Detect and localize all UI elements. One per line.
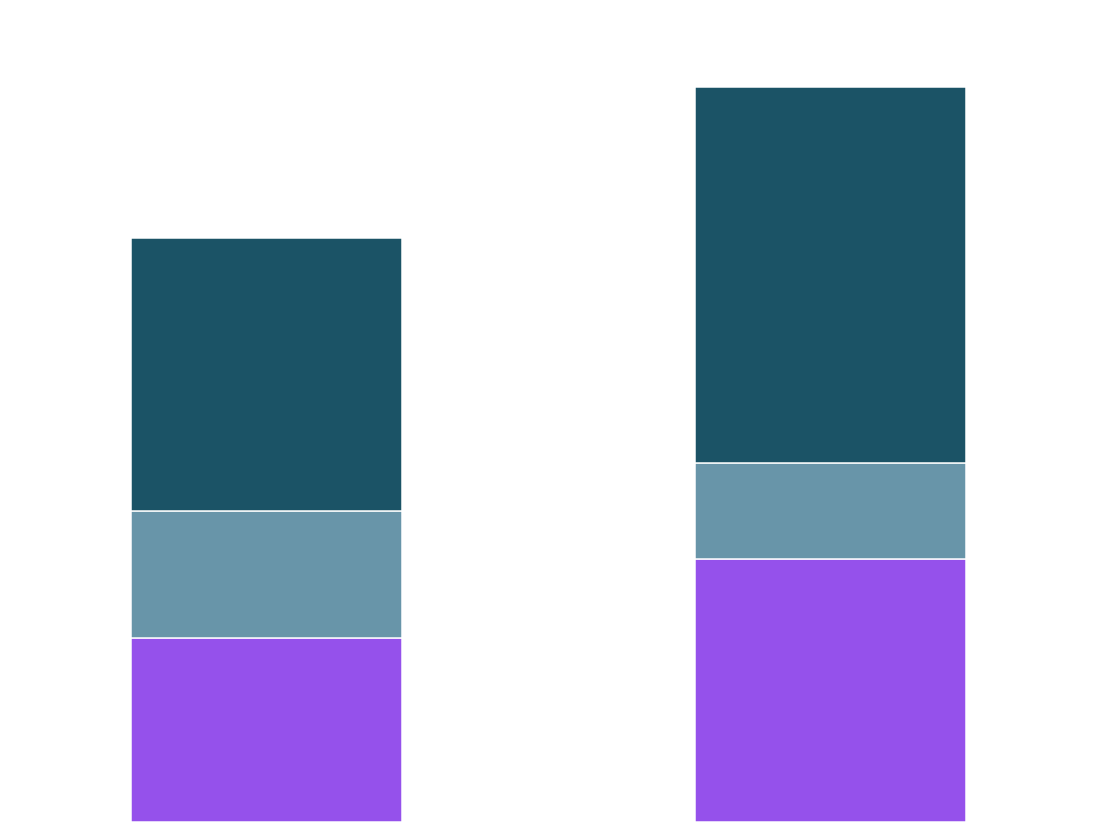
bars-group [130,86,967,822]
bar-segment-1-series-3 [130,237,403,512]
bar-segment-2-series-3 [694,86,967,464]
bar-segment-2-series-1 [694,558,967,822]
bar-segment-2-series-2 [694,462,967,560]
bar-segment-1-series-2 [130,510,403,639]
bar-segment-1-series-1 [130,637,403,822]
